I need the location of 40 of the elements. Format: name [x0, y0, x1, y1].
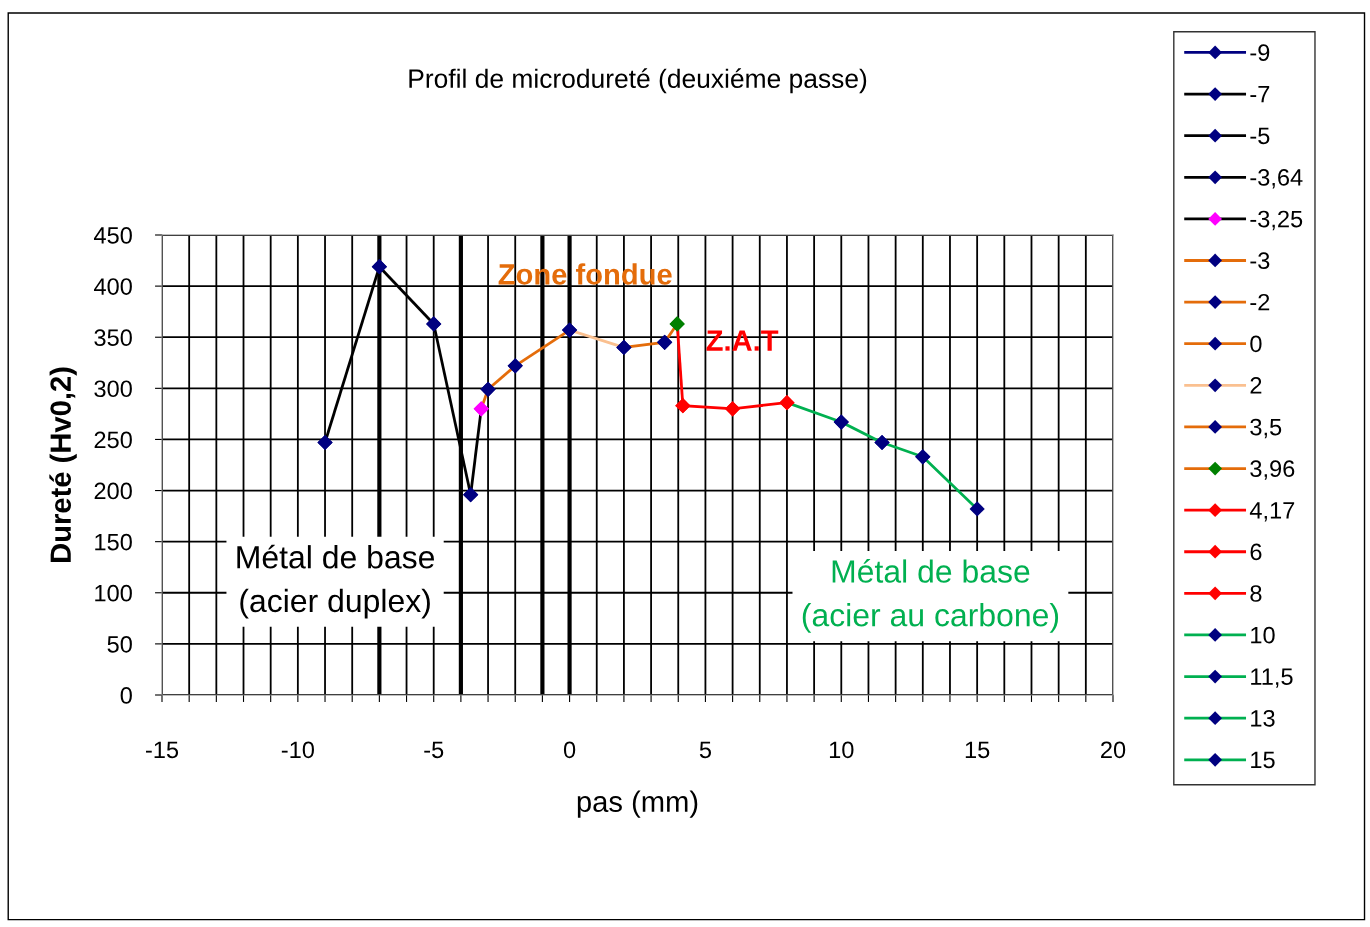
legend-label: 8 — [1250, 585, 1262, 602]
y-axis-title: Dureté (Hv0,2) — [49, 367, 77, 562]
x-tick-label: -5 — [424, 741, 444, 759]
legend-label: -5 — [1250, 127, 1270, 145]
y-tick-label: 400 — [93, 278, 132, 295]
y-tick-label: 100 — [95, 584, 132, 602]
x-tick-label: 0 — [563, 741, 576, 759]
legend-label: -3 — [1250, 252, 1270, 269]
x-axis-title: pas (mm) — [577, 790, 698, 818]
y-tick-label: 450 — [93, 227, 132, 244]
legend-label: 6 — [1250, 543, 1262, 561]
legend-label: -3,64 — [1250, 169, 1303, 189]
legend-label: -9 — [1250, 44, 1270, 61]
x-tick-label: 5 — [699, 741, 711, 759]
annotation: Métal de base (acier duplex) — [237, 544, 434, 619]
y-tick-label: 350 — [94, 329, 132, 347]
y-tick-label: 200 — [94, 482, 132, 500]
y-tick-label: 50 — [107, 635, 132, 653]
legend-label: -2 — [1250, 293, 1270, 311]
x-tick-label: 20 — [1101, 741, 1126, 759]
legend-label: 0 — [1250, 335, 1262, 353]
x-tick-label: -10 — [281, 741, 314, 759]
y-tick-label: 300 — [94, 380, 132, 398]
legend-label: 3,96 — [1250, 460, 1295, 480]
y-tick-label: 0 — [120, 687, 132, 704]
legend-label: 3,5 — [1250, 418, 1282, 439]
legend-label: -3,25 — [1250, 210, 1303, 231]
x-tick-label: 10 — [829, 741, 854, 759]
x-tick-label: 15 — [965, 741, 990, 759]
legend-label: 4,17 — [1249, 502, 1295, 522]
legend-label: 2 — [1250, 377, 1262, 394]
legend-label: 11,5 — [1251, 668, 1293, 688]
legend-label: 13 — [1251, 709, 1275, 727]
y-tick-label: 150 — [95, 533, 132, 551]
x-tick-label: -15 — [145, 741, 179, 759]
legend-label: 10 — [1251, 626, 1275, 644]
legend-label: -7 — [1250, 86, 1270, 103]
chart-title: Profil de microdureté (deuxiéme passe) — [409, 68, 867, 94]
y-tick-label: 250 — [94, 431, 132, 449]
annotation: Métal de base (acier au carbone) — [802, 559, 1059, 633]
